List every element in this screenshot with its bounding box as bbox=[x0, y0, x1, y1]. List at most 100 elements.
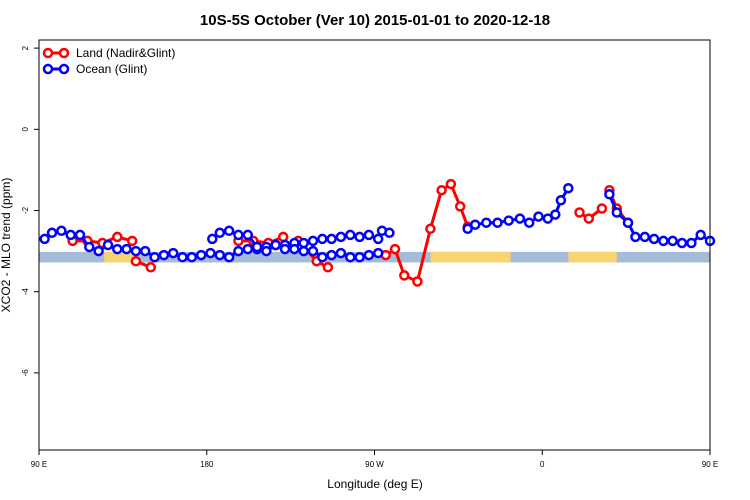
series-ocean-point bbox=[533, 211, 544, 222]
series-ocean-point bbox=[289, 243, 300, 255]
legend-ocean-marker-right bbox=[58, 63, 70, 75]
series-ocean-point bbox=[611, 207, 623, 218]
series-ocean-point bbox=[550, 209, 561, 220]
series-ocean-point bbox=[214, 249, 226, 261]
series-ocean-point bbox=[363, 249, 375, 261]
series-ocean-point bbox=[205, 247, 216, 259]
y-tick-label: -4 bbox=[21, 288, 30, 296]
series-ocean-point bbox=[56, 225, 67, 237]
series-ocean bbox=[39, 182, 716, 263]
map-strip bbox=[39, 251, 710, 263]
series-ocean-point bbox=[298, 245, 309, 257]
series-land-point bbox=[412, 276, 423, 287]
series-ocean-point bbox=[130, 245, 142, 257]
series-ocean-point bbox=[469, 219, 481, 230]
series-land-point bbox=[596, 203, 608, 214]
series-ocean-point bbox=[622, 217, 634, 228]
series-ocean-point bbox=[279, 243, 291, 255]
series-ocean-point bbox=[186, 251, 198, 263]
y-tick-label: 0 bbox=[21, 127, 30, 132]
series-ocean-point bbox=[345, 229, 356, 241]
series-land-point bbox=[126, 235, 138, 247]
x-axis-label: Longitude (deg E) bbox=[327, 477, 422, 491]
series-ocean-point bbox=[462, 223, 473, 235]
series-ocean-point bbox=[639, 231, 651, 243]
series-ocean-point bbox=[317, 233, 328, 245]
series-ocean-point bbox=[372, 247, 384, 259]
series-ocean-point bbox=[514, 213, 526, 224]
series-ocean-point bbox=[354, 251, 365, 263]
legend: Land (Nadir&Glint) Ocean (Glint) bbox=[42, 46, 175, 76]
series-ocean-point bbox=[542, 213, 554, 224]
series-ocean-point bbox=[695, 229, 706, 241]
series-ocean-point bbox=[298, 237, 309, 249]
series-ocean-point bbox=[46, 227, 58, 239]
series-ocean-point bbox=[121, 243, 132, 255]
series-ocean-point bbox=[326, 233, 337, 245]
series-ocean-point bbox=[354, 231, 365, 243]
series-ocean-point bbox=[604, 189, 615, 200]
series-ocean-point bbox=[233, 229, 244, 241]
series-ocean-point bbox=[242, 229, 254, 241]
x-tick-label: 0 bbox=[540, 460, 545, 469]
legend-land-marker-right bbox=[58, 47, 70, 59]
series-ocean-point bbox=[372, 233, 384, 245]
land-strip-segment-0 bbox=[104, 251, 135, 263]
series-ocean-point bbox=[195, 249, 207, 261]
series-ocean-point bbox=[177, 251, 188, 263]
series-ocean-point bbox=[345, 251, 356, 263]
y-axis: -6 -4 -2 0 2 bbox=[21, 45, 39, 376]
series-land-point bbox=[583, 213, 595, 224]
series-ocean-point bbox=[102, 239, 114, 251]
y-tick-label: -6 bbox=[21, 369, 30, 377]
series-ocean-point bbox=[74, 229, 86, 241]
series-ocean-point bbox=[307, 235, 319, 247]
series-ocean-point bbox=[555, 195, 567, 206]
series-ocean-point bbox=[317, 251, 328, 263]
series-ocean-point bbox=[39, 233, 50, 245]
legend-ocean-marker-left bbox=[42, 63, 54, 75]
series-ocean-point bbox=[251, 241, 263, 253]
series-ocean-point bbox=[65, 229, 76, 241]
series-layer bbox=[39, 178, 716, 287]
x-tick-label: 90 E bbox=[702, 460, 718, 469]
series-ocean-point bbox=[503, 215, 514, 226]
land-strip-segment-1 bbox=[430, 251, 511, 263]
series-ocean-point bbox=[242, 243, 254, 255]
series-land-point bbox=[322, 262, 334, 273]
series-land-point bbox=[389, 243, 401, 255]
x-tick-label: 90 W bbox=[365, 460, 384, 469]
series-ocean-point bbox=[658, 235, 669, 247]
series-ocean-point bbox=[223, 251, 235, 263]
series-ocean-point bbox=[326, 249, 337, 261]
series-land-point bbox=[574, 207, 585, 218]
series-ocean-point bbox=[112, 243, 123, 255]
series-ocean-point bbox=[667, 235, 678, 247]
y-axis-label: XCO2 - MLO trend (ppm) bbox=[0, 178, 13, 313]
series-ocean-point bbox=[261, 245, 272, 257]
series-ocean-point bbox=[207, 233, 218, 245]
series-land-point bbox=[445, 178, 457, 190]
series-land-point bbox=[130, 255, 142, 267]
y-tick-label: 2 bbox=[21, 45, 30, 50]
land-strip-segment-2 bbox=[568, 251, 617, 263]
series-ocean-point bbox=[233, 245, 244, 257]
series-ocean-point bbox=[139, 245, 151, 257]
series-land-point bbox=[399, 270, 410, 281]
series-land-point bbox=[277, 231, 289, 243]
series-ocean-point bbox=[223, 225, 235, 237]
x-tick-label: 90 E bbox=[31, 460, 47, 469]
series-ocean-point bbox=[149, 251, 160, 263]
series-ocean-point bbox=[84, 241, 95, 253]
series-ocean-point bbox=[563, 182, 574, 194]
series-land-point bbox=[454, 201, 466, 212]
series-ocean-point bbox=[335, 231, 347, 243]
series-land-point bbox=[112, 231, 123, 243]
series-ocean-point bbox=[686, 237, 697, 249]
plot-background bbox=[39, 40, 710, 450]
series-ocean-point bbox=[384, 227, 395, 239]
series-ocean-point bbox=[648, 233, 660, 245]
series-land-point bbox=[145, 262, 157, 273]
series-ocean-point bbox=[523, 217, 535, 228]
